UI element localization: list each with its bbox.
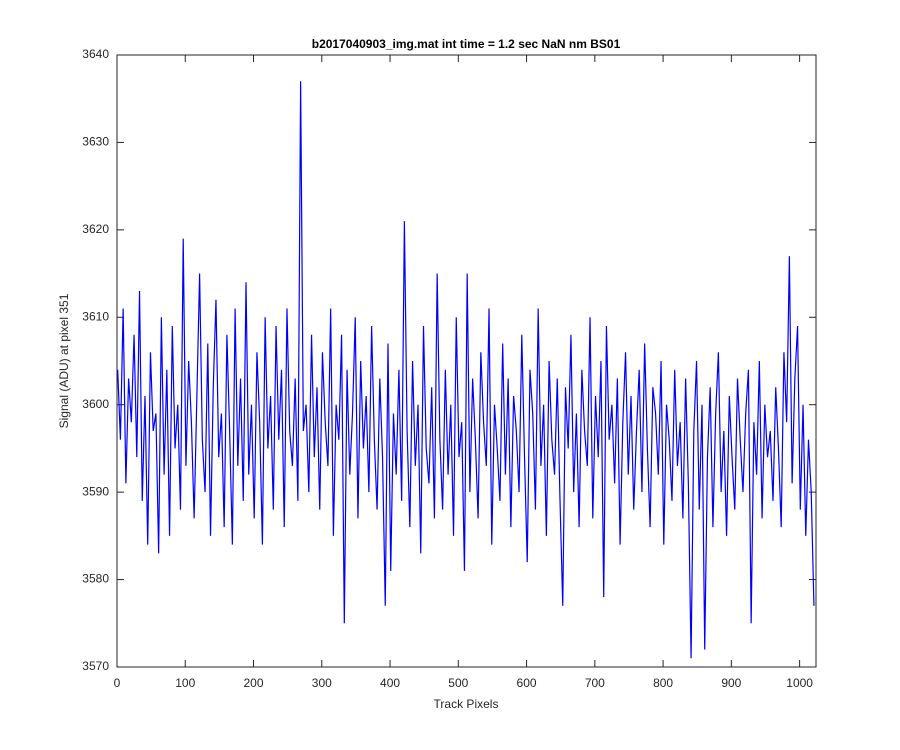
chart-title: b2017040903_img.mat int time = 1.2 sec N… [312, 37, 621, 51]
y-tick-label: 3590 [82, 484, 109, 498]
y-tick-label: 3570 [82, 659, 109, 673]
signal-line [117, 81, 815, 659]
x-tick-label: 100 [175, 676, 195, 690]
x-tick-label: 900 [721, 676, 741, 690]
x-tick-label: 400 [380, 676, 400, 690]
y-tick-label: 3640 [82, 47, 109, 61]
x-tick-label: 700 [585, 676, 605, 690]
y-tick-label: 3600 [82, 397, 109, 411]
x-tick-label: 800 [653, 676, 673, 690]
x-tick-label: 600 [517, 676, 537, 690]
x-tick-label: 500 [448, 676, 468, 690]
x-axis-label: Track Pixels [434, 697, 499, 711]
x-tick-label: 1000 [786, 676, 813, 690]
x-tick-label: 0 [114, 676, 121, 690]
y-tick-label: 3630 [82, 135, 109, 149]
y-tick-label: 3620 [82, 222, 109, 236]
x-tick-label: 200 [244, 676, 264, 690]
y-tick-label: 3580 [82, 572, 109, 586]
y-axis-label: Signal (ADU) at pixel 351 [57, 293, 71, 428]
y-tick-label: 3610 [82, 309, 109, 323]
x-tick-label: 300 [312, 676, 332, 690]
